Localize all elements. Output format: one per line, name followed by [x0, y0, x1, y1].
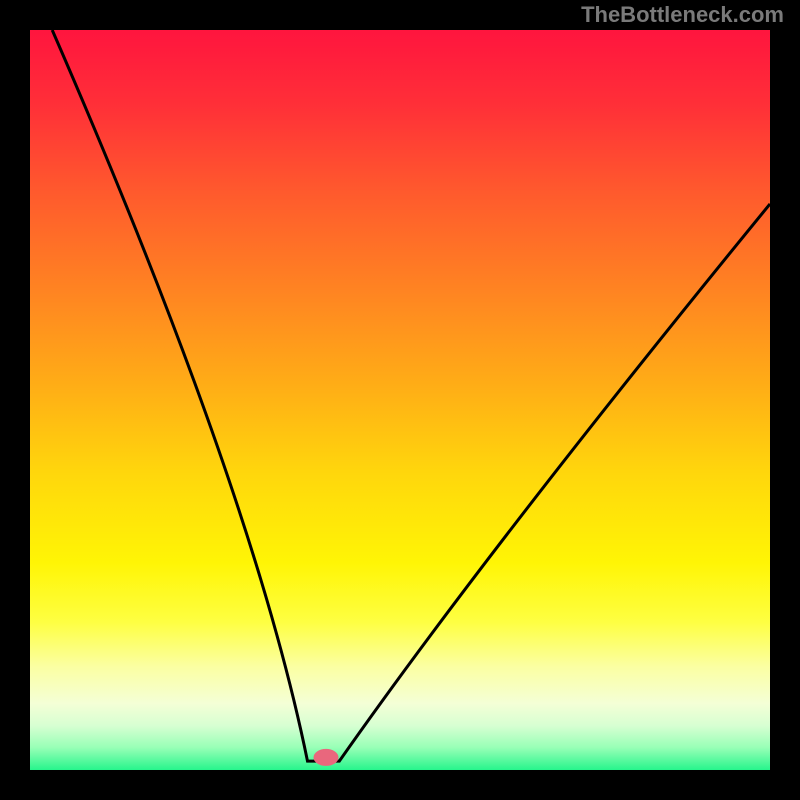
bottleneck-chart [0, 0, 800, 800]
plot-background [30, 30, 770, 770]
minimum-marker [314, 749, 338, 765]
chart-root: TheBottleneck.com [0, 0, 800, 800]
watermark-text: TheBottleneck.com [581, 2, 784, 28]
